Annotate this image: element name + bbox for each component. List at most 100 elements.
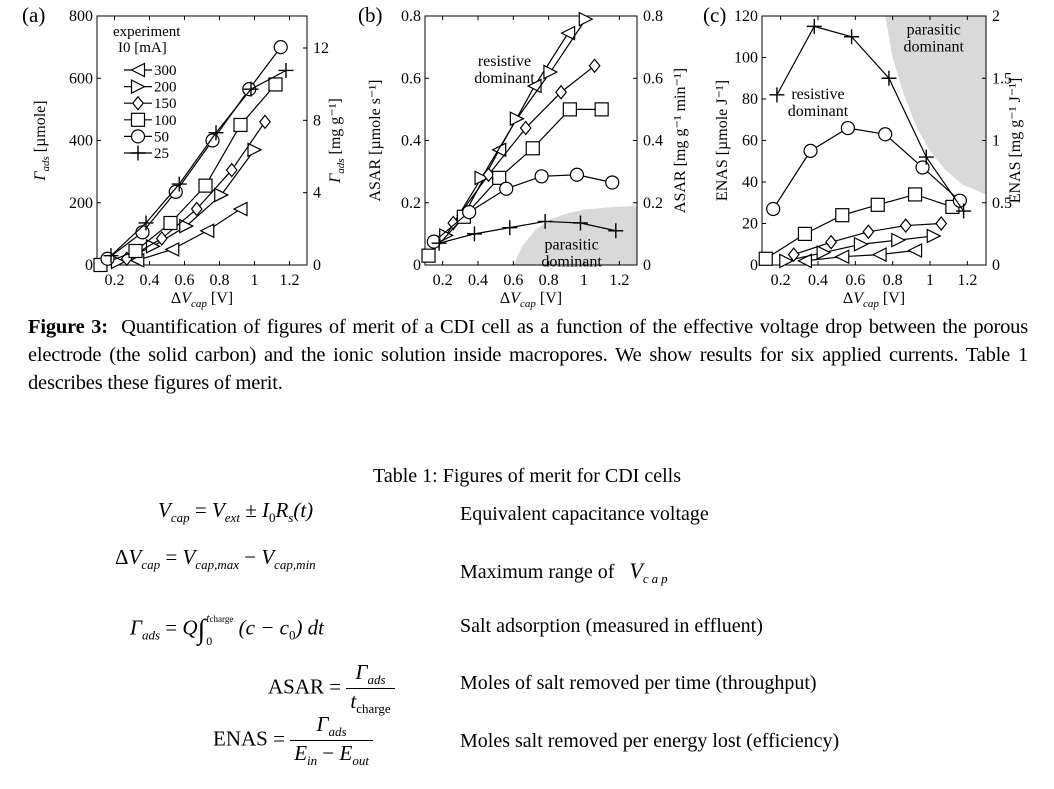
caption-text: Quantification of figures of merit of a … [28, 316, 1028, 394]
legend-label: 200 [154, 80, 177, 96]
diamond-marker [588, 58, 601, 74]
eq-equals: = [160, 615, 183, 640]
y-tick-label: 80 [742, 91, 758, 108]
y-tick-label: 60 [742, 133, 758, 150]
y-tick-label: 40 [742, 174, 758, 191]
circle-marker [840, 120, 855, 136]
y-right-tick-label: 0.8 [643, 8, 663, 25]
equation-gamma-ads: Γads = Q∫ tcharge 0 (c − c0) dt [130, 607, 324, 652]
circle-marker [462, 204, 477, 220]
desc-text: Maximum range of [460, 561, 615, 583]
circle-marker [426, 234, 441, 249]
eq-symbol: Γ [316, 712, 329, 736]
eq-equals: = [189, 498, 212, 522]
eq-integral: ∫ [197, 614, 206, 646]
eq-sub: charge [209, 614, 234, 624]
square-marker [870, 197, 885, 212]
series-150mA [787, 216, 948, 263]
triangle-right-marker [891, 232, 907, 248]
eq-sub: charge [356, 701, 391, 717]
circle-marker [915, 160, 930, 175]
square-marker [797, 226, 813, 241]
triangle-right-marker [214, 187, 230, 203]
y-tick-label: 800 [69, 8, 93, 25]
plus-marker [502, 220, 518, 236]
triangle-left-marker [871, 247, 887, 263]
x-tick-label: 0.2 [433, 272, 453, 289]
eq-sub: out [352, 753, 369, 769]
triangle-right-marker [247, 142, 263, 158]
series-50mA [426, 167, 620, 249]
eq-symbol: ASAR [268, 674, 325, 699]
series-200mA [779, 228, 942, 269]
triangle-right-marker [926, 228, 942, 244]
diamond-marker [190, 201, 203, 217]
series-line [452, 65, 595, 224]
square-marker [163, 215, 178, 231]
triangle-left-marker [834, 249, 850, 265]
y-right-tick-label: 12 [313, 40, 329, 57]
diamond-marker [899, 218, 912, 234]
plus-marker [537, 213, 553, 229]
eq-sub: s [288, 510, 294, 526]
y-tick-label: 0.6 [401, 70, 421, 87]
eq-symbol: Γ [130, 615, 142, 640]
eq-symbol: V [261, 545, 275, 569]
circle-marker [135, 225, 150, 240]
diamond-marker [935, 216, 948, 231]
legend-label: 25 [154, 146, 169, 162]
x-tick-label: 1.2 [957, 272, 977, 289]
y-right-tick-label: 0 [992, 257, 1000, 274]
desc-asar: Moles of salt removed per time (throughp… [460, 672, 817, 694]
eq-symbol: Q [182, 615, 198, 640]
x-tick-label: 0.4 [468, 272, 488, 289]
y-right-tick-label: 2 [992, 8, 1000, 25]
triangle-left-marker [130, 62, 146, 78]
y-tick-label: 0.8 [401, 8, 421, 25]
eq-symbol: E [339, 741, 353, 766]
triangle-right-marker [853, 236, 869, 252]
y-tick-label: 0 [413, 257, 421, 274]
series-300mA [797, 243, 923, 269]
equation-delta-vcap: ΔVcap = Vcap,max − Vcap,min [115, 545, 316, 573]
y-axis-label-right: ASAR [mg g⁻¹ min⁻¹] [672, 68, 689, 213]
eq-symbol: Γ [355, 660, 368, 684]
series-line [772, 127, 961, 210]
y-tick-label: 120 [734, 8, 758, 25]
y-tick-label: 20 [742, 216, 758, 233]
triangle-right-marker [779, 253, 795, 269]
x-tick-label: 0.4 [140, 272, 160, 289]
triangle-right-marker [130, 79, 146, 95]
series-line [110, 69, 287, 257]
table-title: Table 1: Figures of merit for CDI cells [373, 465, 681, 487]
plus-marker [138, 215, 154, 231]
eq-operator: ± [239, 498, 262, 522]
annotation-text: dominant [788, 103, 849, 120]
figure-3-plots: 0.2 0.4 0.6 0.8 1 1.2020040060080004812(a)ΔVc… [22, 3, 1024, 310]
square-marker [525, 141, 540, 156]
y-right-tick-label: 0 [643, 257, 651, 274]
y-right-tick-label: 8 [313, 112, 321, 129]
diamond-marker [225, 162, 238, 178]
circle-marker [605, 175, 620, 190]
plus-marker [278, 62, 294, 78]
circle-marker [273, 40, 288, 55]
triangle-left-marker [232, 201, 248, 217]
series-25mA [431, 213, 624, 251]
triangle-left-marker [491, 142, 507, 158]
square-marker [128, 243, 143, 259]
legend-entry: 150 [124, 95, 177, 112]
y-tick-label: 0.4 [401, 133, 421, 150]
triangle-left-marker [560, 25, 576, 41]
series-line [137, 208, 241, 261]
plus-marker [431, 235, 447, 251]
eq-symbol: V [158, 498, 171, 522]
plus-marker [918, 149, 934, 165]
x-tick-label: 0.6 [845, 272, 865, 289]
diamond-marker [132, 95, 144, 111]
chart-panel-c: 0.2 0.4 0.6 0.8 1 1.2 0 20 40 60 80 100 120 0 0.5 1 1.5 2… [703, 3, 1024, 310]
eq-sub: ads [328, 724, 347, 740]
y-tick-label: 600 [69, 70, 93, 87]
y-tick-label: 100 [734, 50, 758, 67]
